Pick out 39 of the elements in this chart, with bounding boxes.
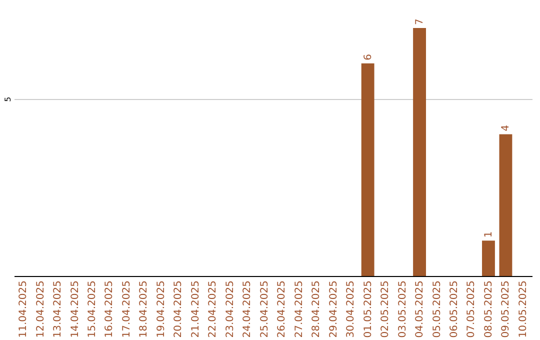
x-tick-label: 02.05.2025: [380, 280, 392, 338]
x-tick-label: 12.04.2025: [35, 280, 46, 338]
bar: [499, 134, 512, 276]
x-tick-label: 13.04.2025: [52, 280, 64, 338]
x-tick-label: 24.04.2025: [242, 280, 254, 338]
x-tick-label: 16.04.2025: [104, 280, 116, 338]
data-label: 6: [362, 54, 374, 60]
x-tick-label: 26.04.2025: [276, 280, 288, 338]
x-tick-label: 25.04.2025: [259, 280, 270, 338]
x-tick-label: 30.04.2025: [346, 280, 357, 338]
x-tick-label: 09.05.2025: [500, 280, 512, 338]
x-tick-label: 21.04.2025: [190, 280, 202, 338]
x-tick-label: 10.05.2025: [518, 280, 529, 338]
bar: [413, 28, 426, 276]
x-tick-label: 04.05.2025: [414, 280, 426, 338]
x-tick-label: 03.05.2025: [397, 280, 408, 338]
x-tick-label: 22.04.2025: [208, 280, 219, 338]
y-tick-label: 5: [4, 96, 12, 102]
data-label: 7: [414, 18, 426, 25]
data-label: 1: [483, 231, 494, 238]
x-tick-label: 18.04.2025: [138, 280, 150, 338]
x-tick-label: 15.04.2025: [87, 280, 98, 338]
x-tick-label: 08.05.2025: [483, 280, 494, 338]
x-tick-label: 19.04.2025: [156, 280, 167, 338]
x-tick-label: 29.04.2025: [328, 280, 340, 338]
x-tick-label: 14.04.2025: [70, 280, 81, 338]
bar: [482, 240, 495, 276]
x-tick-label: 01.05.2025: [362, 280, 374, 338]
bar: [361, 63, 374, 276]
x-tick-label: 23.04.2025: [224, 280, 236, 338]
x-tick-label: 27.04.2025: [294, 280, 305, 338]
x-tick-label: 20.04.2025: [173, 280, 184, 338]
x-tick-label: 17.04.2025: [121, 280, 132, 338]
data-label: 4: [500, 124, 512, 132]
x-tick-label: 05.05.2025: [432, 280, 443, 338]
x-tick-label: 06.05.2025: [449, 280, 460, 338]
x-tick-label: 07.05.2025: [466, 280, 478, 338]
x-tick-label: 28.04.2025: [311, 280, 322, 338]
x-tick-label: 11.04.2025: [18, 280, 30, 338]
